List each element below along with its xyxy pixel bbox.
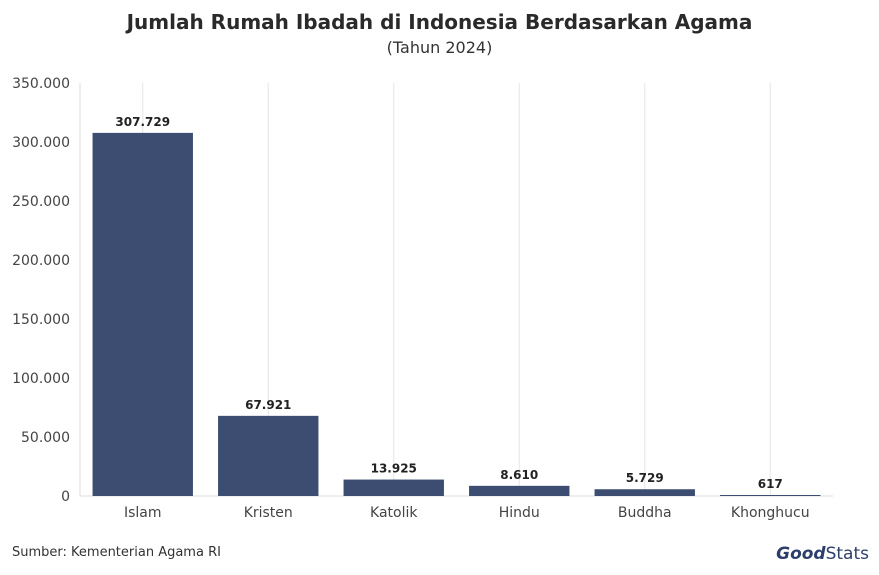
data-label-khonghucu: 617 <box>758 477 783 491</box>
data-label-buddha: 5.729 <box>626 471 664 485</box>
bar-katolik <box>343 479 444 496</box>
y-tick-label: 0 <box>61 489 70 505</box>
y-tick-label: 200.000 <box>12 253 70 269</box>
x-tick-label-khonghucu: Khonghucu <box>731 505 810 521</box>
y-tick-label: 250.000 <box>12 194 70 210</box>
data-label-kristen: 67.921 <box>245 398 291 412</box>
x-tick-label-buddha: Buddha <box>618 505 672 521</box>
bar-kristen <box>218 415 319 496</box>
brand-logo: GoodStats <box>776 544 869 564</box>
y-tick-label: 150.000 <box>12 312 70 328</box>
x-tick-label-kristen: Kristen <box>244 505 293 521</box>
chart-subtitle: (Tahun 2024) <box>386 38 493 57</box>
data-label-katolik: 13.925 <box>371 462 417 476</box>
chart-title: Jumlah Rumah Ibadah di Indonesia Berdasa… <box>126 10 753 34</box>
y-tick-label: 100.000 <box>12 371 70 387</box>
bar-hindu <box>469 485 570 496</box>
y-tick-label: 300.000 <box>12 135 70 151</box>
y-tick-label: 50.000 <box>21 430 70 446</box>
data-label-hindu: 8.610 <box>500 468 538 482</box>
x-tick-label-islam: Islam <box>124 505 162 521</box>
data-label-islam: 307.729 <box>115 115 170 129</box>
x-tick-label-hindu: Hindu <box>499 505 540 521</box>
source-note: Sumber: Kementerian Agama RI <box>12 545 221 560</box>
brand-good: Good <box>776 544 826 564</box>
bar-khonghucu <box>720 495 821 496</box>
y-tick-label: 350.000 <box>12 76 70 92</box>
brand-stats: Stats <box>825 544 869 564</box>
x-tick-label-katolik: Katolik <box>370 505 418 521</box>
bar-buddha <box>594 489 695 496</box>
bar-islam <box>92 132 193 497</box>
